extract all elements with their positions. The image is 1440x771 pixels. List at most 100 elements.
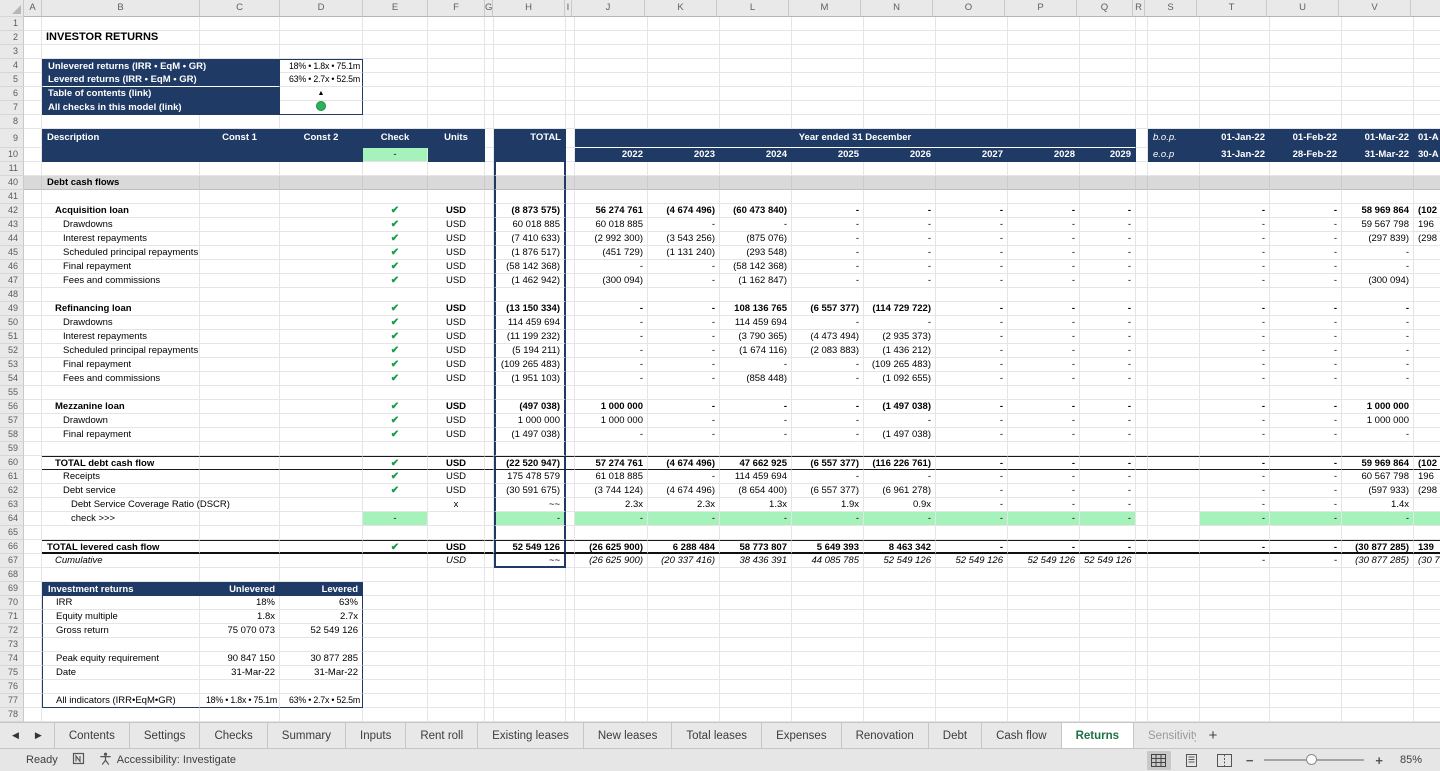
cell-H64[interactable]: - [494, 512, 566, 526]
cell-T9[interactable]: 01-Jan-22 [1200, 129, 1270, 148]
cell-J51[interactable]: - [575, 330, 648, 344]
cell-L66[interactable]: 58 773 807 [720, 540, 792, 554]
cell-T59[interactable] [1200, 442, 1270, 456]
cell-A45[interactable] [24, 246, 42, 260]
cell-H68[interactable] [494, 568, 566, 582]
cell-T41[interactable] [1200, 190, 1270, 204]
cell-D49[interactable] [280, 302, 363, 316]
cell-B69[interactable]: Investment returns [42, 582, 200, 596]
cell-P62[interactable]: - [1008, 484, 1080, 498]
column-header-R[interactable]: R [1133, 0, 1145, 17]
cell-W44[interactable]: (298 [1414, 232, 1440, 246]
cell-M5[interactable] [792, 73, 864, 87]
column-header-K[interactable]: K [645, 0, 717, 17]
cell-C11[interactable] [200, 162, 280, 176]
cell-P76[interactable] [1008, 680, 1080, 694]
cell-O44[interactable]: - [936, 232, 1008, 246]
cell-T2[interactable] [1200, 31, 1270, 45]
cell-N61[interactable]: - [864, 470, 936, 484]
cell-S52[interactable] [1148, 344, 1200, 358]
cell-P43[interactable]: - [1008, 218, 1080, 232]
cell-J10[interactable]: 2022 [575, 148, 648, 162]
toc-link-icon[interactable]: ▲ [280, 87, 363, 101]
cell-O78[interactable] [936, 708, 1008, 722]
cell-K3[interactable] [648, 45, 720, 59]
cell-H63[interactable]: ~~ [494, 498, 566, 512]
cell-U52[interactable]: - [1270, 344, 1342, 358]
cell-H59[interactable] [494, 442, 566, 456]
cell-P61[interactable]: - [1008, 470, 1080, 484]
cell-P10[interactable]: 2028 [1008, 148, 1080, 162]
cell-M59[interactable] [792, 442, 864, 456]
cell-J70[interactable] [575, 596, 648, 610]
cell-N42[interactable]: - [864, 204, 936, 218]
cell-P3[interactable] [1008, 45, 1080, 59]
cell-G1[interactable] [485, 17, 494, 31]
cell-N2[interactable] [864, 31, 936, 45]
cell-G49[interactable] [485, 302, 494, 316]
cell-T45[interactable]: - [1200, 246, 1270, 260]
cell-D48[interactable] [280, 288, 363, 302]
cell-S41[interactable] [1148, 190, 1200, 204]
cell-S8[interactable] [1148, 115, 1200, 129]
cell-R47[interactable] [1136, 274, 1148, 288]
cell-I73[interactable] [566, 638, 575, 652]
cell-W9[interactable]: 01-A [1414, 129, 1440, 148]
cell-I2[interactable] [566, 31, 575, 45]
cell-V74[interactable] [1342, 652, 1414, 666]
cell-W67[interactable]: (30 738 [1414, 554, 1440, 568]
cell-F63[interactable]: x [428, 498, 485, 512]
cell-T44[interactable]: - [1200, 232, 1270, 246]
cell-L56[interactable]: - [720, 400, 792, 414]
cell-N70[interactable] [864, 596, 936, 610]
cell-W61[interactable]: 196 [1414, 470, 1440, 484]
cell-K42[interactable]: (4 674 496) [648, 204, 720, 218]
cell-J55[interactable] [575, 386, 648, 400]
cell-O77[interactable] [936, 694, 1008, 708]
cell-M78[interactable] [792, 708, 864, 722]
cell-W64[interactable] [1414, 512, 1440, 526]
cell-N40[interactable] [864, 176, 936, 190]
cell-D71[interactable]: 2.7x [280, 610, 363, 624]
cell-S68[interactable] [1148, 568, 1200, 582]
cell-P11[interactable] [1008, 162, 1080, 176]
cell-F5[interactable] [428, 73, 485, 87]
cell-N73[interactable] [864, 638, 936, 652]
cell-P57[interactable]: - [1008, 414, 1080, 428]
cell-A44[interactable] [24, 232, 42, 246]
cell-E50[interactable]: ✔ [363, 316, 428, 330]
cell-V2[interactable] [1342, 31, 1414, 45]
cell-H53[interactable]: (109 265 483) [494, 358, 566, 372]
cell-I3[interactable] [566, 45, 575, 59]
cell-L71[interactable] [720, 610, 792, 624]
cell-B72[interactable]: Gross return [42, 624, 200, 638]
cell-Q47[interactable]: - [1080, 274, 1136, 288]
spreadsheet-grid[interactable]: ABCDEFGHIJKLMNOPQRSTUVW12INVESTOR RETURN… [0, 0, 1440, 722]
cell-I63[interactable] [566, 498, 575, 512]
cell-S61[interactable] [1148, 470, 1200, 484]
row-header-75[interactable]: 75 [0, 666, 24, 680]
cell-S60[interactable] [1148, 456, 1200, 470]
cell-H7[interactable] [494, 101, 566, 115]
cell-D50[interactable] [280, 316, 363, 330]
cell-L58[interactable]: - [720, 428, 792, 442]
cell-B65[interactable] [42, 526, 200, 540]
cell-C62[interactable] [200, 484, 280, 498]
cell-A4[interactable] [24, 59, 42, 73]
cell-N58[interactable]: (1 497 038) [864, 428, 936, 442]
cell-I50[interactable] [566, 316, 575, 330]
cell-R40[interactable] [1136, 176, 1148, 190]
cell-I58[interactable] [566, 428, 575, 442]
column-header-T[interactable]: T [1197, 0, 1267, 17]
cell-H77[interactable] [494, 694, 566, 708]
cell-R44[interactable] [1136, 232, 1148, 246]
cell-G67[interactable] [485, 554, 494, 568]
cell-O7[interactable] [936, 101, 1008, 115]
cell-Q73[interactable] [1080, 638, 1136, 652]
cell-T51[interactable]: - [1200, 330, 1270, 344]
cell-U46[interactable]: - [1270, 260, 1342, 274]
cell-J59[interactable] [575, 442, 648, 456]
cell-P70[interactable] [1008, 596, 1080, 610]
cell-Q10[interactable]: 2029 [1080, 148, 1136, 162]
cell-K51[interactable]: - [648, 330, 720, 344]
